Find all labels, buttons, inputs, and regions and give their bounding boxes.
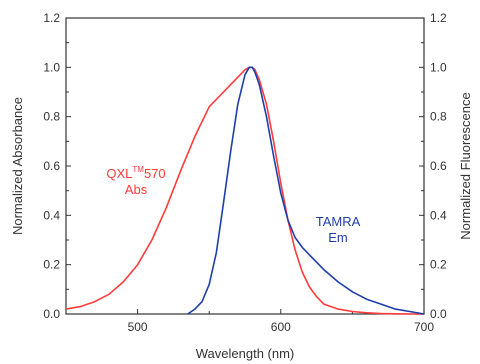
- labels-group: Normalized Absorbance Normalized Fluores…: [10, 92, 473, 361]
- series-label-tamra-em: Em: [328, 230, 348, 245]
- series-line-qxl570-abs: [65, 66, 424, 315]
- series-label-qxl570-abs: Abs: [125, 182, 148, 197]
- y-tick-label-left: 0.4: [43, 208, 60, 222]
- y-tick-label-right: 0.8: [430, 110, 447, 124]
- y-tick-label-right: 1.0: [430, 60, 447, 74]
- y-tick-label-right: 1.2: [430, 11, 447, 25]
- series-label-tamra: TAMRA: [316, 214, 361, 229]
- y-tick-label-left: 0.6: [43, 159, 60, 173]
- y-tick-label-left: 1.2: [43, 11, 60, 25]
- y-tick-label-left: 0.8: [43, 110, 60, 124]
- y-tick-label-right: 0.4: [430, 208, 447, 222]
- axes: 0.0 0.0 0.2 0.2 0.4 0.4 0.6 0.6 0.8 0.8 1.0 1.0 1.2 1…: [43, 11, 447, 334]
- series-label-qxl570: QXLTM570: [106, 165, 165, 181]
- y-tick-label-left: 1.0: [43, 60, 60, 74]
- y-tick-label-right: 0.6: [430, 159, 447, 173]
- y-tick-label-right: 0.2: [430, 258, 447, 272]
- y-tick-label-left: 0.0: [43, 307, 60, 321]
- y-tick-label-left: 0.2: [43, 258, 60, 272]
- y-tick-label-right: 0.0: [430, 307, 447, 321]
- x-tick-label: 700: [414, 320, 434, 334]
- x-tick-label: 600: [271, 320, 291, 334]
- y-axis-label-right: Normalized Fluorescence: [458, 92, 473, 239]
- series-line-tamra-em: [187, 66, 425, 315]
- y-axis-label-left: Normalized Absorbance: [10, 97, 25, 235]
- x-axis-label: Wavelength (nm): [196, 346, 295, 361]
- x-tick-label: 500: [128, 320, 148, 334]
